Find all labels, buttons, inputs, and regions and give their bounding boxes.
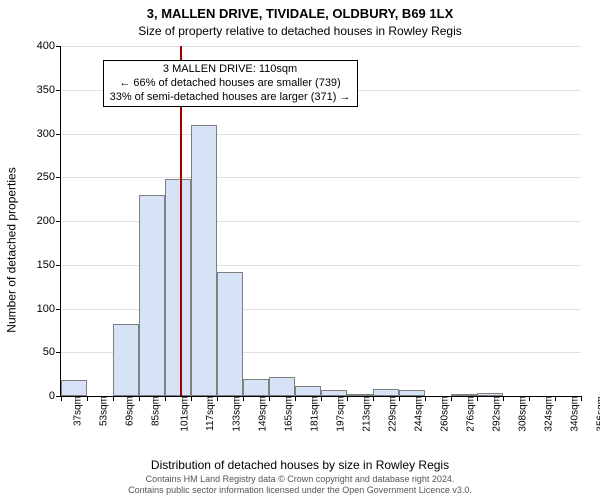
annotation-box: 3 MALLEN DRIVE: 110sqm ← 66% of detached… (103, 60, 358, 107)
chart-title: 3, MALLEN DRIVE, TIVIDALE, OLDBURY, B69 … (0, 6, 600, 21)
x-tick-label: 308sqm (513, 396, 528, 432)
x-tick-label: 149sqm (253, 396, 268, 432)
x-tick (581, 396, 582, 401)
x-tick (425, 396, 426, 401)
y-tick-label: 100 (37, 303, 61, 315)
x-tick (165, 396, 166, 401)
x-tick (503, 396, 504, 401)
x-tick (87, 396, 88, 401)
histogram-bar (113, 324, 138, 396)
x-tick-label: 69sqm (121, 396, 136, 426)
x-tick (191, 396, 192, 401)
histogram-bar (269, 377, 294, 396)
annotation-line-2: ← 66% of detached houses are smaller (73… (110, 77, 351, 91)
x-tick-label: 117sqm (201, 396, 216, 431)
x-tick (347, 396, 348, 401)
y-tick-label: 300 (37, 128, 61, 140)
x-tick (139, 396, 140, 401)
histogram-bar (165, 179, 190, 396)
x-tick (555, 396, 556, 401)
x-tick (243, 396, 244, 401)
x-tick (217, 396, 218, 401)
histogram-bar (243, 379, 268, 397)
x-tick-label: 324sqm (539, 396, 554, 432)
y-tick-label: 350 (37, 84, 61, 96)
x-tick-label: 276sqm (461, 396, 476, 432)
y-tick-label: 50 (43, 346, 61, 358)
x-tick-label: 165sqm (279, 396, 294, 432)
y-tick-label: 250 (37, 171, 61, 183)
annotation-line-1: 3 MALLEN DRIVE: 110sqm (110, 63, 351, 77)
chart-container: 3, MALLEN DRIVE, TIVIDALE, OLDBURY, B69 … (0, 0, 600, 500)
x-tick-label: 229sqm (383, 396, 398, 432)
histogram-bar (139, 195, 164, 396)
x-tick (321, 396, 322, 401)
x-tick (477, 396, 478, 401)
x-tick (113, 396, 114, 401)
x-tick (295, 396, 296, 401)
x-tick-label: 53sqm (95, 396, 110, 426)
x-tick-label: 85sqm (147, 396, 162, 426)
y-gridline (61, 177, 581, 178)
y-gridline (61, 134, 581, 135)
annotation-line-3: 33% of semi-detached houses are larger (… (110, 91, 351, 105)
y-axis-label: Number of detached properties (4, 0, 20, 500)
attribution: Contains HM Land Registry data © Crown c… (0, 474, 600, 496)
histogram-bar (61, 380, 86, 396)
histogram-bar (295, 386, 320, 397)
histogram-bar (191, 125, 216, 396)
x-tick (451, 396, 452, 401)
x-tick (61, 396, 62, 401)
histogram-bar (373, 389, 398, 396)
x-tick-label: 133sqm (227, 396, 242, 432)
y-tick-label: 400 (37, 40, 61, 52)
x-tick (399, 396, 400, 401)
x-axis-caption: Distribution of detached houses by size … (0, 458, 600, 472)
y-gridline (61, 46, 581, 47)
plot-area: 05010015020025030035040037sqm53sqm69sqm8… (60, 46, 581, 397)
histogram-bar (217, 272, 242, 396)
x-tick-label: 197sqm (331, 396, 346, 432)
attribution-line-1: Contains HM Land Registry data © Crown c… (0, 474, 600, 485)
x-tick-label: 260sqm (435, 396, 450, 432)
x-tick-label: 244sqm (409, 396, 424, 432)
x-tick-label: 292sqm (487, 396, 502, 432)
x-tick-label: 356sqm (591, 396, 600, 432)
x-tick (373, 396, 374, 401)
x-tick-label: 101sqm (175, 396, 190, 432)
y-tick-label: 0 (49, 390, 61, 402)
x-tick (529, 396, 530, 401)
y-tick-label: 150 (37, 259, 61, 271)
x-tick-label: 37sqm (69, 396, 84, 426)
chart-subtitle: Size of property relative to detached ho… (0, 24, 600, 38)
x-tick-label: 340sqm (565, 396, 580, 432)
attribution-line-2: Contains public sector information licen… (0, 485, 600, 496)
x-tick (269, 396, 270, 401)
y-tick-label: 200 (37, 215, 61, 227)
x-tick-label: 181sqm (305, 396, 320, 432)
x-tick-label: 213sqm (357, 396, 372, 432)
